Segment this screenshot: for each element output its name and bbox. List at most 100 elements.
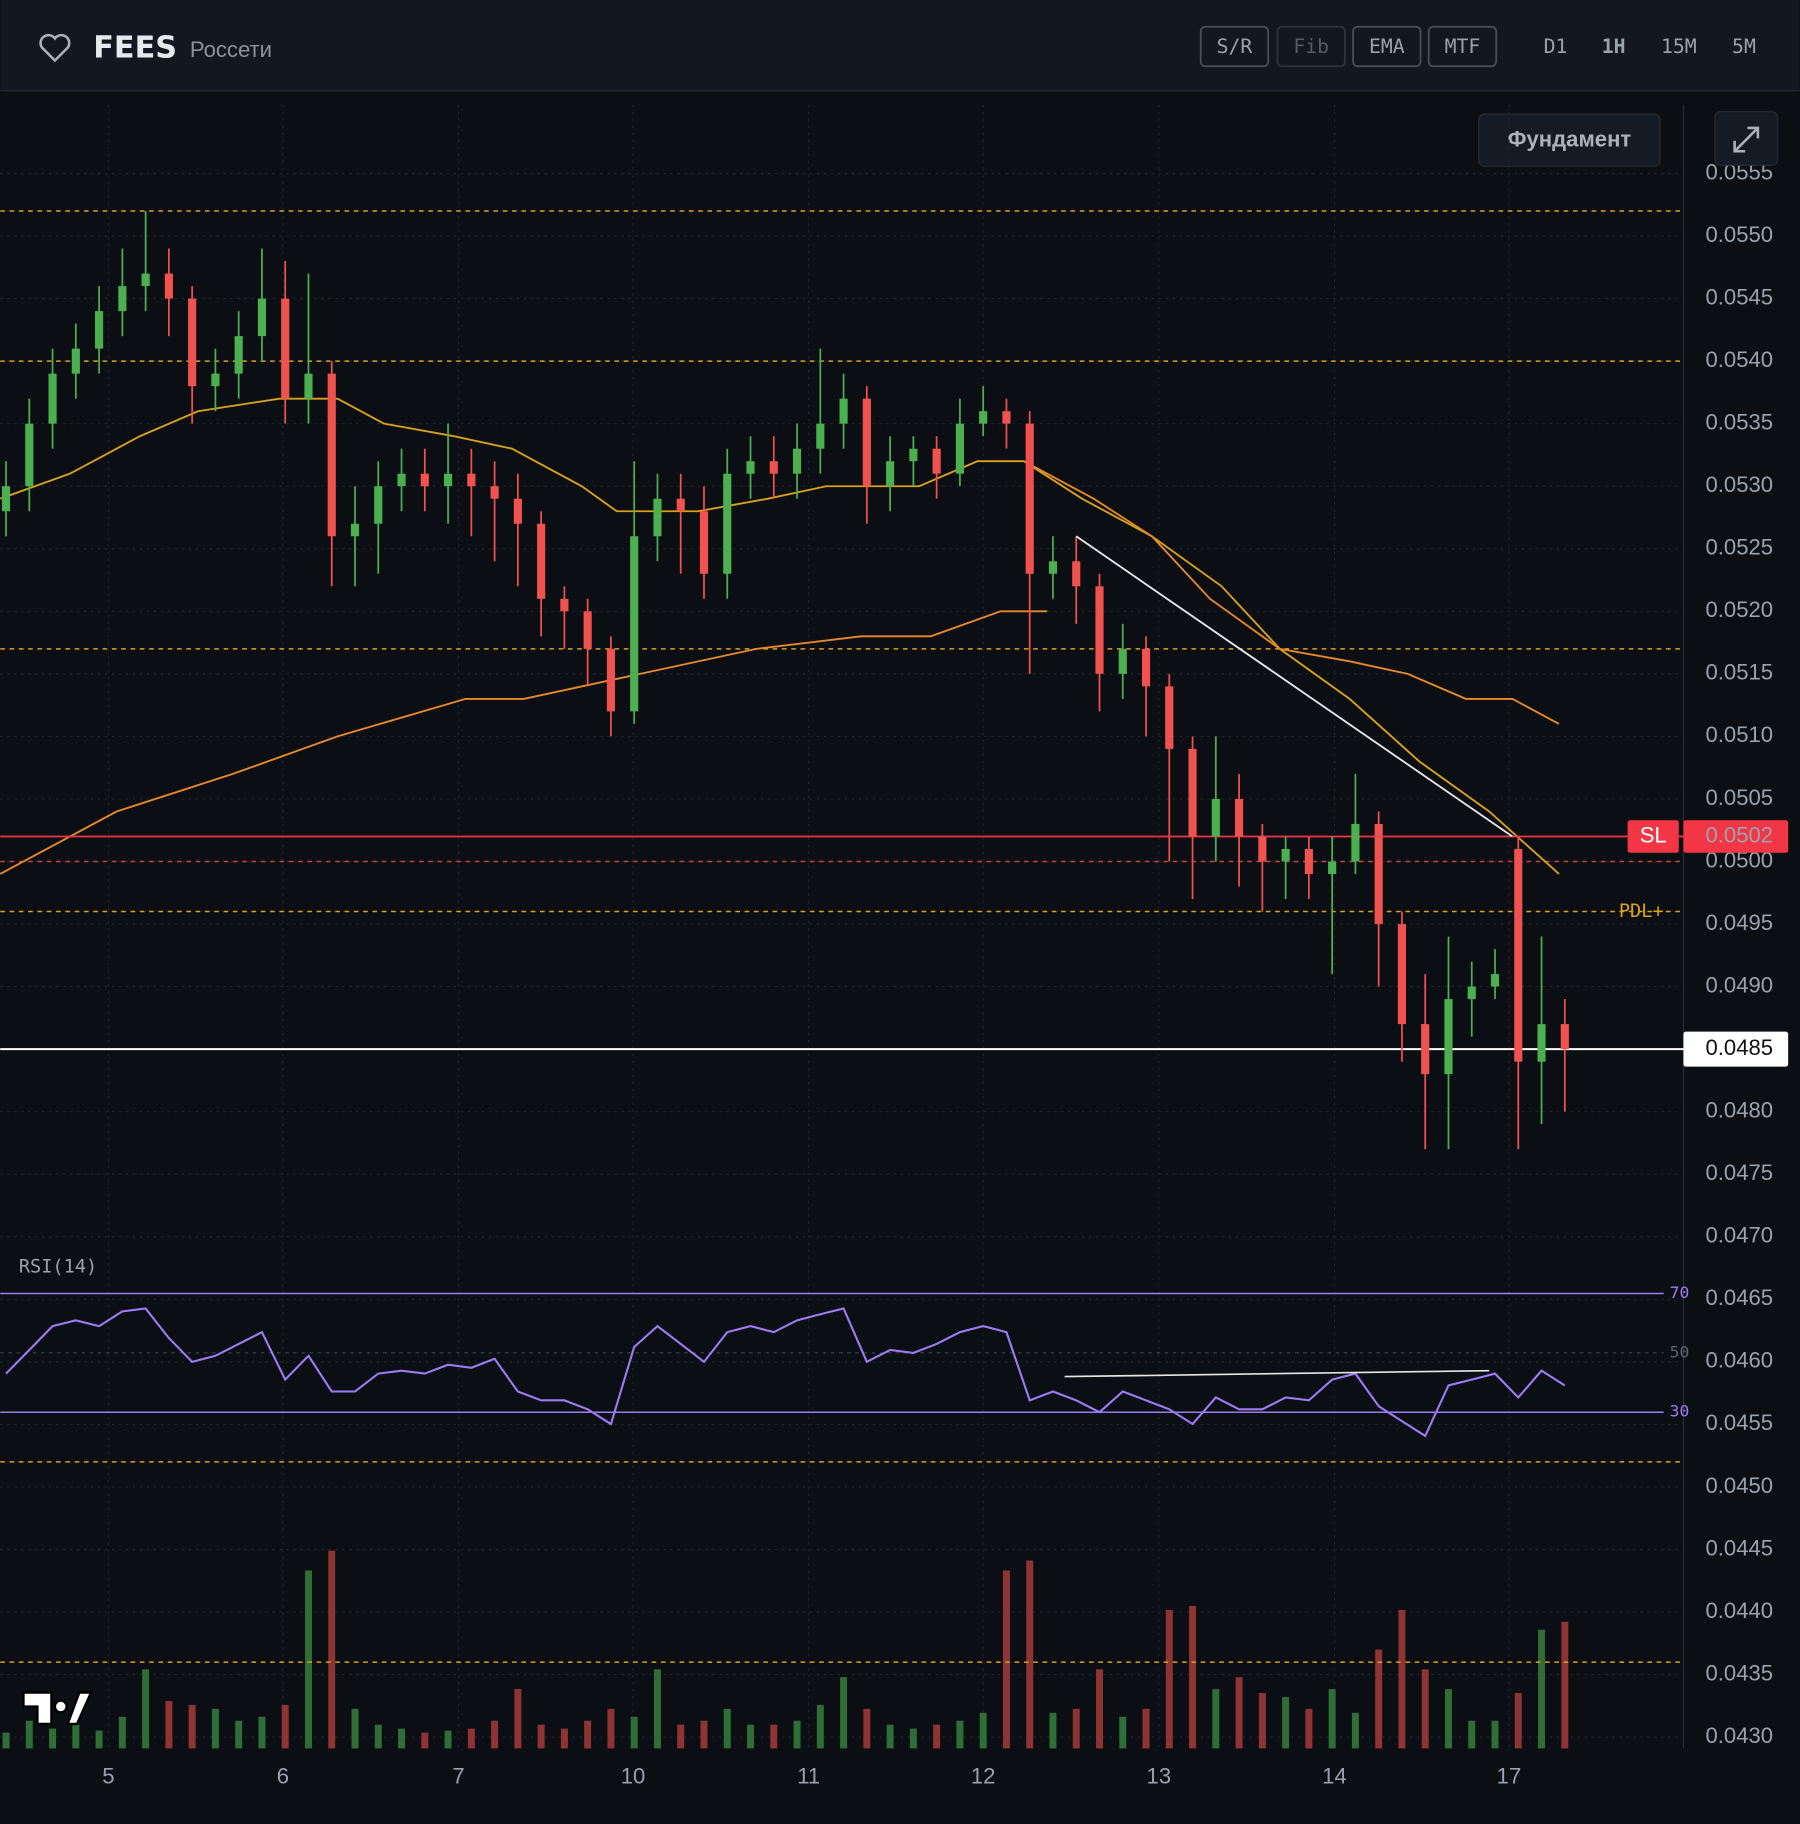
tool-label: S/R xyxy=(1217,35,1253,58)
candle-body xyxy=(1258,836,1267,862)
x-tick-label: 12 xyxy=(971,1763,996,1788)
volume-bar xyxy=(374,1724,382,1749)
candle-body xyxy=(583,611,592,649)
volume-bar xyxy=(863,1708,871,1749)
candle-body xyxy=(1165,686,1174,749)
favorite-button[interactable] xyxy=(39,33,71,63)
candle-body xyxy=(1490,974,1500,987)
volume-bar xyxy=(770,1724,778,1749)
timeframe[interactable]: 5M xyxy=(1732,35,1756,58)
candle-body xyxy=(746,461,755,474)
candle-body xyxy=(350,523,360,537)
candle-body xyxy=(48,373,57,424)
volume-bar xyxy=(886,1724,894,1749)
last-price-tag xyxy=(1683,1031,1789,1067)
rsi-trendline xyxy=(1064,1369,1490,1378)
last-price: 0.0485 xyxy=(1706,1035,1774,1060)
candle-body xyxy=(164,273,173,299)
y-tick-label: 0.0450 xyxy=(1706,1473,1774,1498)
volume-bar xyxy=(1072,1708,1080,1749)
volume-bar xyxy=(514,1689,522,1749)
candle-body xyxy=(490,486,499,499)
volume-bar xyxy=(258,1716,266,1749)
volume-bar xyxy=(653,1669,661,1749)
candle-body xyxy=(769,461,778,474)
volume-bar xyxy=(677,1724,685,1749)
y-tick-label: 0.0440 xyxy=(1706,1598,1774,1623)
candle-body xyxy=(513,498,522,524)
timeframe[interactable]: 15M xyxy=(1661,35,1697,58)
candle-body xyxy=(234,336,243,374)
volume-bar xyxy=(142,1669,150,1749)
volume-bar xyxy=(560,1728,568,1749)
candle-body xyxy=(653,498,662,537)
candle-body xyxy=(606,648,615,712)
candle-body xyxy=(1,486,11,512)
trendline xyxy=(1075,535,1513,838)
candle-body xyxy=(1304,848,1313,875)
volume-bar xyxy=(444,1730,452,1749)
volume-bar xyxy=(630,1716,638,1749)
volume-bar xyxy=(2,1732,10,1749)
sl-price: 0.0502 xyxy=(1706,822,1774,847)
y-tick-label: 0.0505 xyxy=(1706,785,1774,810)
y-tick-label: 0.0545 xyxy=(1706,284,1774,309)
tool-button[interactable] xyxy=(1352,25,1422,68)
volume-bar xyxy=(723,1708,731,1749)
tool-label: Fib xyxy=(1293,35,1329,58)
candle-body xyxy=(909,448,918,462)
y-tick-label: 0.0530 xyxy=(1706,472,1774,497)
y-tick-label: 0.0480 xyxy=(1706,1098,1774,1123)
volume-bar xyxy=(1421,1669,1429,1749)
candle-body xyxy=(211,373,220,387)
volume-bar xyxy=(72,1724,80,1749)
candle-body xyxy=(1211,798,1220,837)
volume-bar xyxy=(188,1704,196,1749)
y-tick-label: 0.0550 xyxy=(1706,222,1774,247)
volume-bar xyxy=(351,1708,359,1749)
volume-bar xyxy=(1235,1677,1243,1749)
tool-label: MTF xyxy=(1445,35,1481,58)
candle-body xyxy=(95,311,104,349)
y-tick-label: 0.0445 xyxy=(1706,1535,1774,1560)
fundamentals-button[interactable] xyxy=(1478,113,1661,167)
expand-icon xyxy=(1733,126,1760,153)
tool-button[interactable] xyxy=(1427,25,1498,68)
candle-body xyxy=(118,286,127,312)
sl-label: SL xyxy=(1640,822,1667,847)
candle-body xyxy=(699,511,709,574)
volume-bar xyxy=(304,1570,312,1749)
fundamentals-label: Фундамент xyxy=(1508,127,1632,152)
candle-body xyxy=(1118,648,1127,674)
timeframe[interactable]: 1H xyxy=(1602,35,1626,58)
y-tick-label: 0.0475 xyxy=(1706,1160,1774,1185)
rsi-label: RSI(14) xyxy=(19,1256,97,1277)
volume-bar xyxy=(491,1720,499,1749)
y-tick-label: 0.0430 xyxy=(1706,1723,1774,1748)
x-tick-label: 17 xyxy=(1497,1763,1522,1788)
candle-body xyxy=(397,473,406,487)
volume-bar xyxy=(1049,1712,1057,1749)
candle-body xyxy=(560,598,569,612)
tool-button[interactable] xyxy=(1199,25,1270,68)
tool-button[interactable] xyxy=(1276,25,1346,68)
candle-body xyxy=(467,473,476,487)
volume-bar xyxy=(1096,1669,1103,1749)
volume-bar xyxy=(95,1730,103,1749)
volume-bar xyxy=(398,1728,406,1749)
volume-bar xyxy=(235,1720,243,1749)
candle-body xyxy=(1421,1024,1430,1075)
y-tick-label: 0.0465 xyxy=(1706,1285,1774,1310)
volume-bar xyxy=(537,1724,545,1749)
volume-bar xyxy=(1375,1649,1383,1749)
toolbar: S/R Fib EMA MTF D1 1H 15M 5M xyxy=(1199,25,1756,68)
y-tick-label: 0.0540 xyxy=(1706,347,1774,372)
x-tick-label: 14 xyxy=(1322,1763,1347,1788)
candle-body xyxy=(1141,648,1151,687)
timeframe[interactable]: D1 xyxy=(1544,35,1568,58)
candle-body xyxy=(374,486,383,524)
candle-body xyxy=(1072,561,1081,587)
candle-body xyxy=(420,473,429,487)
